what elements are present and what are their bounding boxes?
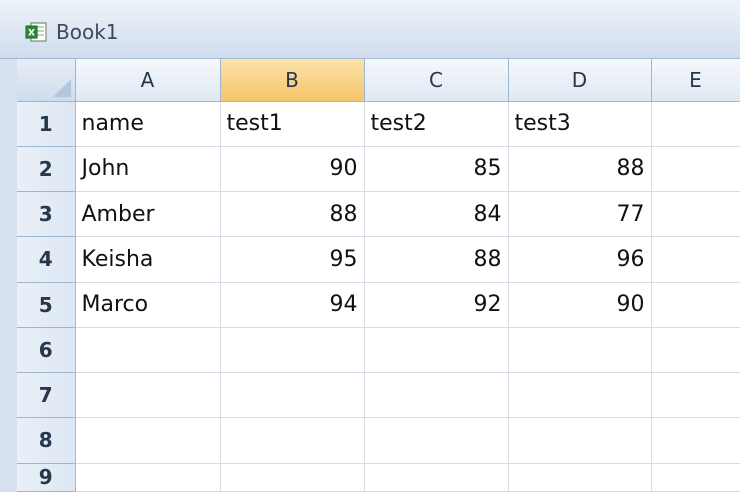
cell-a7[interactable] <box>75 372 221 419</box>
cell-c4[interactable]: 88 <box>364 236 509 283</box>
cell-c8[interactable] <box>364 417 509 464</box>
cell-a6[interactable] <box>75 327 221 374</box>
cell-a1[interactable]: name <box>75 101 221 147</box>
column-header-a[interactable]: A <box>75 59 221 102</box>
select-all-button[interactable] <box>17 59 76 102</box>
cell-e7[interactable] <box>651 372 740 419</box>
cell-d2[interactable]: 88 <box>508 146 652 193</box>
table-row: 9 <box>0 463 740 492</box>
cell-c2[interactable]: 85 <box>364 146 509 193</box>
cell-e2[interactable] <box>651 146 740 193</box>
frame-edge <box>0 59 17 101</box>
cell-c9[interactable] <box>364 463 509 492</box>
cell-d3[interactable]: 77 <box>508 191 652 238</box>
frame-edge <box>0 146 17 192</box>
cell-b3[interactable]: 88 <box>220 191 365 238</box>
cell-e9[interactable] <box>651 463 740 492</box>
column-header-e[interactable]: E <box>651 59 740 102</box>
cell-a3[interactable]: Amber <box>75 191 221 238</box>
row-header-5[interactable]: 5 <box>17 282 76 328</box>
cell-c6[interactable] <box>364 327 509 374</box>
title-bar: X Book1 <box>0 0 740 59</box>
row-header-1[interactable]: 1 <box>17 101 76 147</box>
row-header-4[interactable]: 4 <box>17 236 76 283</box>
window-title: Book1 <box>56 20 119 44</box>
row-header-6[interactable]: 6 <box>17 327 76 374</box>
frame-edge <box>0 327 17 373</box>
cell-d4[interactable]: 96 <box>508 236 652 283</box>
table-row: 2 John 90 85 88 <box>0 146 740 193</box>
cell-b9[interactable] <box>220 463 365 492</box>
cell-d9[interactable] <box>508 463 652 492</box>
cell-d8[interactable] <box>508 417 652 464</box>
row-header-3[interactable]: 3 <box>17 191 76 238</box>
cell-c1[interactable]: test2 <box>364 101 509 147</box>
frame-edge <box>0 101 17 147</box>
cell-b2[interactable]: 90 <box>220 146 365 193</box>
cell-c7[interactable] <box>364 372 509 419</box>
frame-edge <box>0 191 17 237</box>
cell-a9[interactable] <box>75 463 221 492</box>
column-header-d[interactable]: D <box>508 59 652 102</box>
cell-e8[interactable] <box>651 417 740 464</box>
spreadsheet-grid: A B C D E 1 name test1 test2 test3 2 John 90 85 8… <box>0 59 740 492</box>
table-row: 8 <box>0 417 740 464</box>
frame-edge <box>0 236 17 282</box>
frame-edge <box>0 372 17 418</box>
cell-d5[interactable]: 90 <box>508 282 652 328</box>
table-row: 4 Keisha 95 88 96 <box>0 236 740 283</box>
frame-edge <box>0 463 17 492</box>
frame-edge <box>0 417 17 463</box>
cell-a4[interactable]: Keisha <box>75 236 221 283</box>
cell-b8[interactable] <box>220 417 365 464</box>
svg-text:X: X <box>28 29 35 39</box>
cell-a8[interactable] <box>75 417 221 464</box>
cell-e4[interactable] <box>651 236 740 283</box>
frame-edge <box>0 282 17 328</box>
cell-a5[interactable]: Marco <box>75 282 221 328</box>
column-header-b[interactable]: B <box>220 59 365 102</box>
table-row: 5 Marco 94 92 90 <box>0 282 740 328</box>
cell-d1[interactable]: test3 <box>508 101 652 147</box>
cell-e5[interactable] <box>651 282 740 328</box>
cell-a2[interactable]: John <box>75 146 221 193</box>
column-header-c[interactable]: C <box>364 59 509 102</box>
row-header-7[interactable]: 7 <box>17 372 76 419</box>
cell-b7[interactable] <box>220 372 365 419</box>
cell-b4[interactable]: 95 <box>220 236 365 283</box>
row-header-8[interactable]: 8 <box>17 417 76 464</box>
table-row: 1 name test1 test2 test3 <box>0 101 740 147</box>
table-row: 3 Amber 88 84 77 <box>0 191 740 238</box>
table-row: 6 <box>0 327 740 374</box>
cell-b6[interactable] <box>220 327 365 374</box>
cell-b5[interactable]: 94 <box>220 282 365 328</box>
cell-e6[interactable] <box>651 327 740 374</box>
cell-c3[interactable]: 84 <box>364 191 509 238</box>
cell-e1[interactable] <box>651 101 740 147</box>
cell-d7[interactable] <box>508 372 652 419</box>
row-header-9[interactable]: 9 <box>17 463 76 492</box>
table-row: 7 <box>0 372 740 419</box>
cell-d6[interactable] <box>508 327 652 374</box>
cell-e3[interactable] <box>651 191 740 238</box>
cell-c5[interactable]: 92 <box>364 282 509 328</box>
cell-b1[interactable]: test1 <box>220 101 365 147</box>
excel-workbook-icon: X <box>25 22 47 42</box>
row-header-2[interactable]: 2 <box>17 146 76 193</box>
